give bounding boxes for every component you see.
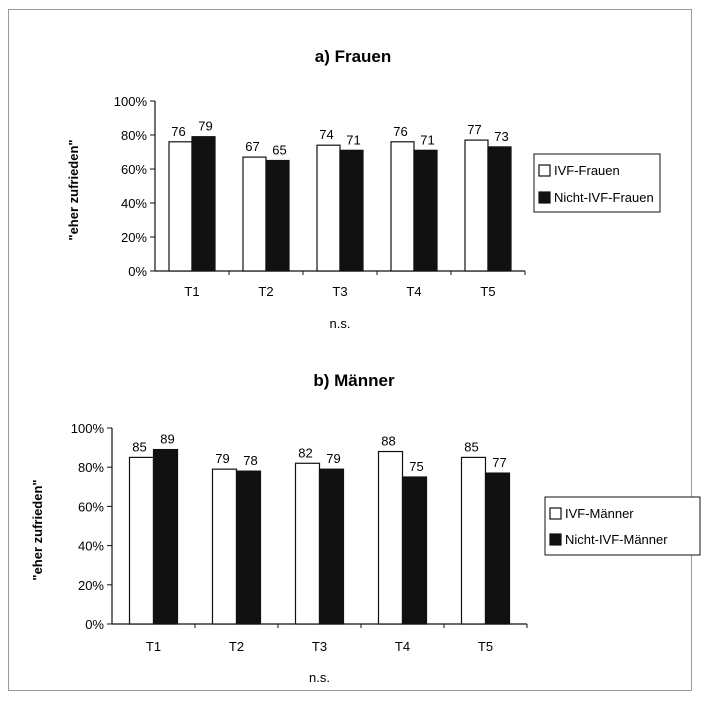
chart0-data-label: 71 (420, 132, 434, 147)
chart1-legend-label-ivf: IVF-Männer (565, 506, 634, 521)
chart0-group: a) Frauen 0% 20% 40% 60% 80% 100% "eher zufried… (66, 47, 661, 331)
chart1-legend-swatch-ivf (549, 507, 562, 520)
chart1-data-label: 79 (215, 451, 229, 466)
chart1-bar-ivf-t1 (128, 456, 155, 625)
chart1-bar-nicht-ivf-t2 (235, 470, 262, 625)
chart1-bar-ivf-t2 (211, 468, 238, 625)
chart0-bar-ivf-t5 (464, 139, 489, 272)
chart0-data-label: 74 (319, 127, 333, 142)
chart1-data-label: 88 (381, 434, 395, 449)
chart0-bar-nicht-ivf-t5 (487, 146, 512, 272)
chart1-category-label: T4 (395, 639, 410, 654)
chart1-bar-ivf-t3 (294, 462, 321, 625)
chart0-y-tick-label: 20% (121, 230, 147, 245)
chart1-category-label: T2 (229, 639, 244, 654)
chart1-y-tick-label: 0% (85, 617, 104, 632)
chart1-y-tick-label: 40% (78, 539, 104, 554)
chart0-bar-ivf-t2 (242, 156, 267, 272)
chart1-category-label: T3 (312, 639, 327, 654)
chart0-bar-nicht-ivf-t4 (413, 149, 438, 272)
chart0-bar-nicht-ivf-t1 (191, 136, 216, 272)
chart1-y-tick-label: 60% (78, 499, 104, 514)
chart1-title: b) Männer (313, 371, 395, 390)
chart0-data-label: 73 (494, 129, 508, 144)
chart0-legend-label-ivf: IVF-Frauen (554, 163, 620, 178)
chart0-legend-box (533, 153, 661, 213)
chart0-data-label: 77 (467, 122, 481, 137)
chart0-bar-ivf-t1 (168, 141, 193, 272)
chart0-bar-ivf-t4 (390, 141, 415, 272)
chart0-bar-ivf-t3 (316, 144, 341, 272)
chart1-y-tick-label: 20% (78, 578, 104, 593)
chart1-y-tick-label: 100% (71, 421, 105, 436)
chart1-category-label: T1 (146, 639, 161, 654)
chart1-data-label: 75 (409, 459, 423, 474)
chart0-data-label: 79 (198, 119, 212, 134)
chart0-data-label: 76 (171, 124, 185, 139)
chart0-category-label: T1 (184, 284, 199, 299)
chart0-y-tick-label: 40% (121, 196, 147, 211)
chart0-bar-nicht-ivf-t3 (339, 149, 364, 272)
chart0-y-tick-label: 80% (121, 128, 147, 143)
chart1-data-label: 89 (160, 432, 174, 447)
chart0-x-axis-label: n.s. (330, 316, 351, 331)
chart0-category-label: T5 (480, 284, 495, 299)
chart0-data-label: 67 (245, 139, 259, 154)
chart1-data-label: 77 (492, 455, 506, 470)
chart1-bar-ivf-t5 (460, 456, 487, 625)
chart1-data-label: 79 (326, 451, 340, 466)
chart1-legend-swatch-nicht-ivf (549, 533, 562, 546)
chart1-bar-nicht-ivf-t1 (152, 448, 179, 625)
chart0-y-axis-label: "eher zufrieden" (66, 139, 81, 240)
chart0-y-tick-label: 60% (121, 162, 147, 177)
chart0-category-label: T4 (406, 284, 421, 299)
chart0-legend-swatch-ivf (538, 164, 551, 177)
chart1-y-tick-label: 80% (78, 460, 104, 475)
chart1-data-label: 85 (464, 439, 478, 454)
chart0-data-label: 76 (393, 124, 407, 139)
chart1-x-axis-label: n.s. (309, 670, 330, 685)
chart0-data-label: 65 (272, 143, 286, 158)
chart0-y-tick-label: 0% (128, 264, 147, 279)
chart1-data-label: 78 (243, 453, 257, 468)
chart0-data-label: 71 (346, 132, 360, 147)
chart1-legend-box (544, 496, 701, 556)
chart1-bar-nicht-ivf-t4 (401, 476, 428, 625)
chart0-category-label: T2 (258, 284, 273, 299)
chart0-bar-nicht-ivf-t2 (265, 159, 290, 272)
chart1-bar-nicht-ivf-t5 (484, 472, 511, 625)
chart1-data-label: 82 (298, 445, 312, 460)
chart1-y-axis-label: "eher zufrieden" (30, 479, 45, 580)
chart1-legend-label-nicht-ivf: Nicht-IVF-Männer (565, 532, 668, 547)
chart1-data-label: 85 (132, 439, 146, 454)
chart0-legend-label-nicht-ivf: Nicht-IVF-Frauen (554, 190, 654, 205)
chart1-group: b) Männer 0% 20% 40% 60% 80% 100% "eher zufried… (30, 371, 701, 685)
figure-frame (8, 9, 692, 691)
chart0-y-tick-label: 100% (114, 94, 148, 109)
chart0-title: a) Frauen (315, 47, 392, 66)
chart1-category-label: T5 (478, 639, 493, 654)
chart1-bar-ivf-t4 (377, 450, 404, 625)
chart1-bar-nicht-ivf-t3 (318, 468, 345, 625)
chart0-legend-swatch-nicht-ivf (538, 191, 551, 204)
chart0-category-label: T3 (332, 284, 347, 299)
